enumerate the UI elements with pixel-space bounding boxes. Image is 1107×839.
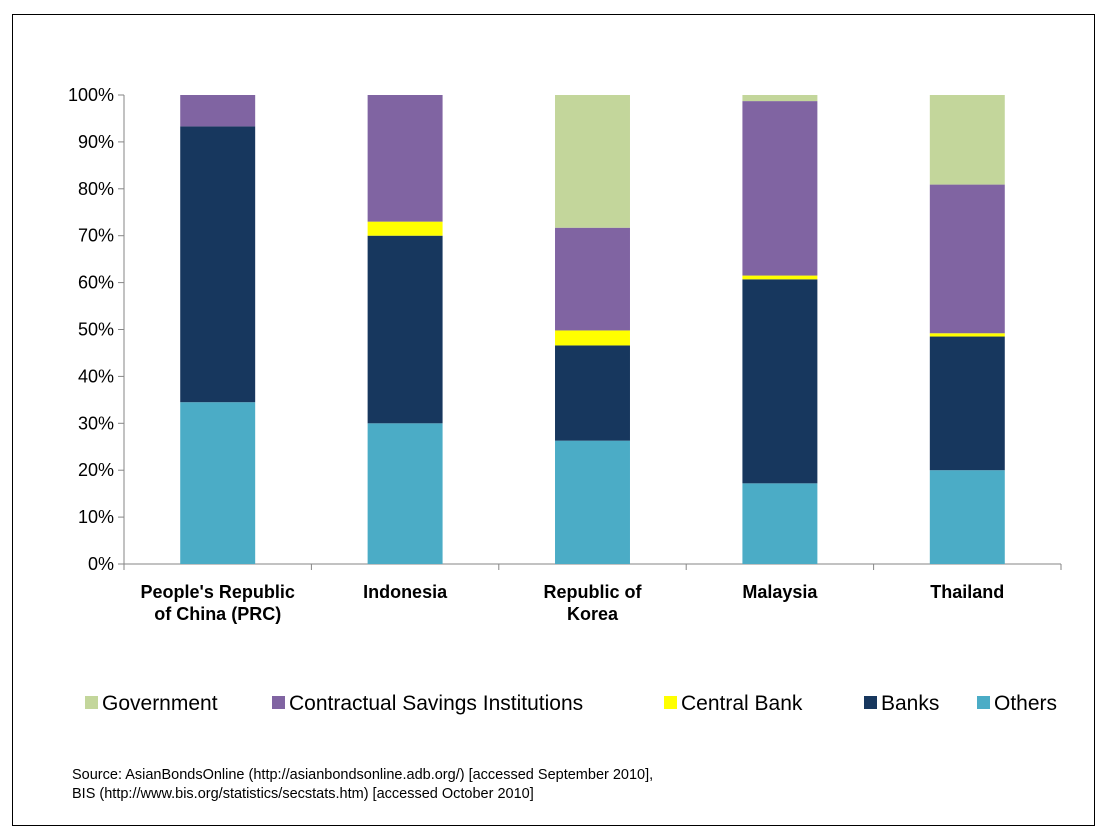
legend-swatch [864,696,877,709]
bar-segment-contractual-savings-institutions-2 [555,227,630,331]
bar-segment-banks-2 [555,345,630,441]
legend-label: Central Bank [681,692,803,715]
y-tick-label: 0% [88,554,114,574]
legend-swatch [85,696,98,709]
legend-item-banks: Banks [864,692,939,715]
legend-swatch [664,696,677,709]
y-tick-label: 80% [78,179,114,199]
legend: Government Contractual Savings Institutio… [85,692,1057,715]
bar-segment-government-4 [929,95,1005,185]
legend-swatch [977,696,990,709]
bar-segment-others-3 [742,483,818,564]
bar-segment-central-bank-2 [555,330,630,346]
bar-segment-banks-4 [929,336,1005,471]
legend-label: Banks [881,692,939,715]
bar-segment-banks-0 [180,126,256,403]
legend-label: Others [994,692,1057,715]
legend-item-contractual-savings-institutions: Contractual Savings Institutions [272,692,583,715]
y-tick-label: 40% [78,366,114,386]
category-labels: People's Republic of China (PRC) Indonesia… [141,582,1005,624]
bar-segment-contractual-savings-institutions-3 [742,101,818,276]
x-axis [123,563,1062,570]
bar-segment-central-bank-4 [929,333,1005,337]
y-tick-label: 90% [78,132,114,152]
legend-item-government: Government [85,692,218,715]
source-line-2: BIS (http://www.bis.org/statistics/secst… [72,786,534,802]
bar-segment-banks-1 [367,235,443,424]
legend-label: Contractual Savings Institutions [289,692,583,715]
x-category-label: Thailand [930,582,1004,602]
y-tick-label: 50% [78,320,114,340]
bar-segment-central-bank-3 [742,275,818,280]
bar-segment-contractual-savings-institutions-1 [367,95,443,222]
source-line-1: Source: AsianBondsOnline (http://asianbo… [72,767,654,783]
y-tick-label: 100% [68,85,114,105]
bar-segment-contractual-savings-institutions-0 [180,95,256,127]
bar-segment-government-3 [742,95,818,102]
y-tick-label: 70% [78,226,114,246]
bar-segment-others-2 [555,440,630,564]
bar-segment-central-bank-1 [367,221,443,236]
y-axis: 0% 10% 20% 30% 40% 50% 60% 70% 80% 90% 100% [68,85,125,574]
bar-segment-contractual-savings-institutions-4 [929,184,1005,334]
x-category-label: Malaysia [742,582,818,602]
y-tick-label: 60% [78,273,114,293]
bar-segment-others-0 [180,402,256,564]
legend-item-others: Others [977,692,1057,715]
bars [180,95,1005,564]
legend-item-central-bank: Central Bank [664,692,803,715]
y-tick-label: 20% [78,460,114,480]
bar-segment-others-4 [929,470,1005,564]
legend-label: Government [102,692,218,715]
x-category-label: Indonesia [363,582,448,602]
source-note: Source: AsianBondsOnline (http://asianbo… [72,766,653,804]
bar-segment-government-2 [555,95,630,228]
legend-swatch [272,696,285,709]
x-category-label: Republic of Korea [544,582,643,624]
y-tick-label: 30% [78,413,114,433]
bar-segment-others-1 [367,423,443,564]
bar-segment-banks-3 [742,279,818,484]
y-tick-label: 10% [78,507,114,527]
x-category-label: People's Republic of China (PRC) [141,582,295,624]
